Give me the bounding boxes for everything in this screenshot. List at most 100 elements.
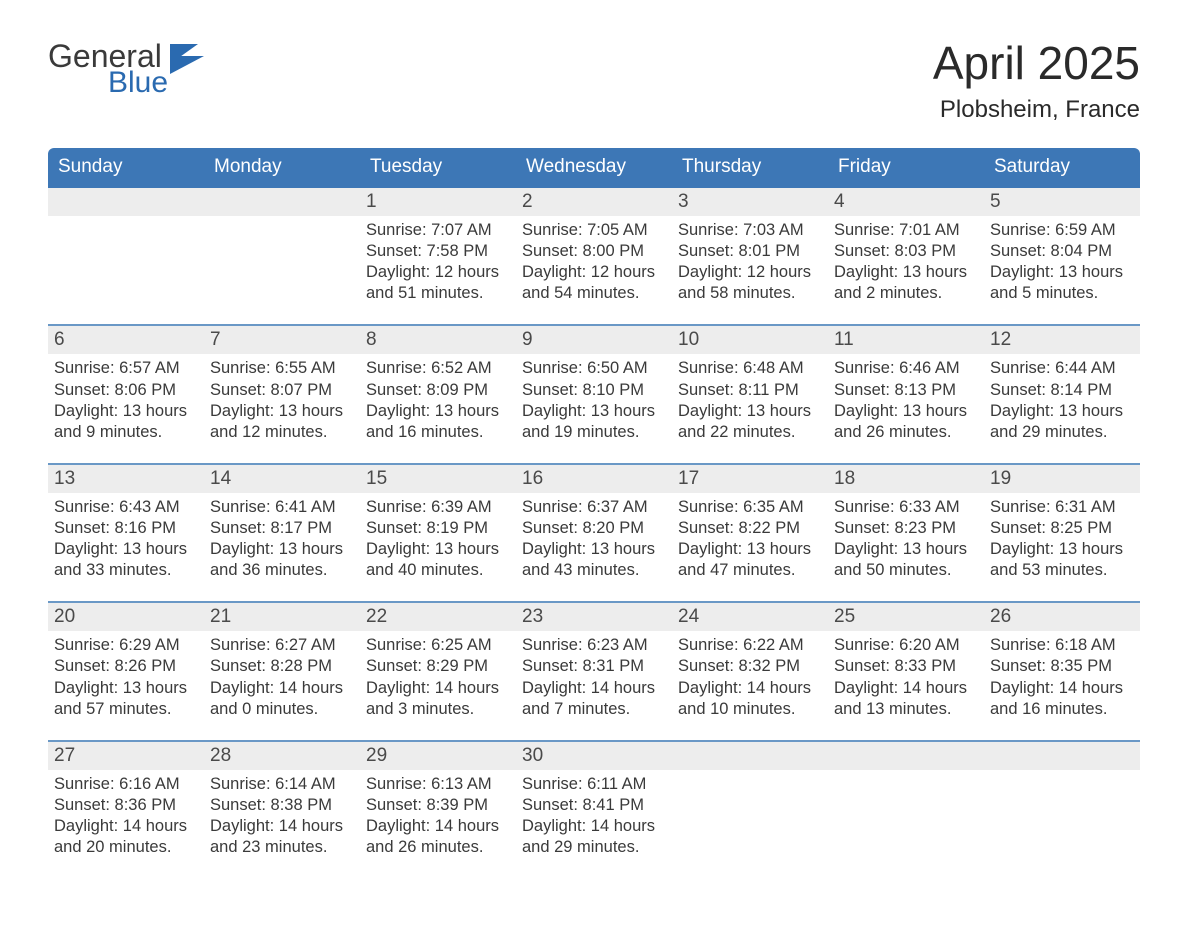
sunset-text: Sunset: 8:35 PM xyxy=(990,656,1134,677)
day-info: Sunrise: 7:03 AMSunset: 8:01 PMDaylight:… xyxy=(672,216,828,304)
day-info: Sunrise: 6:59 AMSunset: 8:04 PMDaylight:… xyxy=(984,216,1140,304)
day-cell: 16Sunrise: 6:37 AMSunset: 8:20 PMDayligh… xyxy=(516,465,672,601)
week-row: 6Sunrise: 6:57 AMSunset: 8:06 PMDaylight… xyxy=(48,324,1140,462)
daylight-text: Daylight: 13 hours and 26 minutes. xyxy=(834,401,978,443)
day-number: 12 xyxy=(984,326,1140,354)
day-number: 20 xyxy=(48,603,204,631)
sunrise-text: Sunrise: 6:18 AM xyxy=(990,635,1134,656)
daylight-text: Daylight: 14 hours and 20 minutes. xyxy=(54,816,198,858)
day-cell: 8Sunrise: 6:52 AMSunset: 8:09 PMDaylight… xyxy=(360,326,516,462)
month-title: April 2025 xyxy=(933,40,1140,86)
day-header-row: Sunday Monday Tuesday Wednesday Thursday… xyxy=(48,148,1140,188)
sunrise-text: Sunrise: 6:25 AM xyxy=(366,635,510,656)
day-cell: 26Sunrise: 6:18 AMSunset: 8:35 PMDayligh… xyxy=(984,603,1140,739)
sunset-text: Sunset: 8:29 PM xyxy=(366,656,510,677)
sunrise-text: Sunrise: 6:11 AM xyxy=(522,774,666,795)
day-cell: 6Sunrise: 6:57 AMSunset: 8:06 PMDaylight… xyxy=(48,326,204,462)
day-cell: 27Sunrise: 6:16 AMSunset: 8:36 PMDayligh… xyxy=(48,742,204,878)
day-info: Sunrise: 6:55 AMSunset: 8:07 PMDaylight:… xyxy=(204,354,360,442)
day-info: Sunrise: 6:16 AMSunset: 8:36 PMDaylight:… xyxy=(48,770,204,858)
sunrise-text: Sunrise: 7:07 AM xyxy=(366,220,510,241)
sunset-text: Sunset: 8:22 PM xyxy=(678,518,822,539)
day-cell: 30Sunrise: 6:11 AMSunset: 8:41 PMDayligh… xyxy=(516,742,672,878)
day-info: Sunrise: 6:52 AMSunset: 8:09 PMDaylight:… xyxy=(360,354,516,442)
sunset-text: Sunset: 8:14 PM xyxy=(990,380,1134,401)
sunset-text: Sunset: 8:41 PM xyxy=(522,795,666,816)
daylight-text: Daylight: 14 hours and 26 minutes. xyxy=(366,816,510,858)
sunrise-text: Sunrise: 6:27 AM xyxy=(210,635,354,656)
day-number xyxy=(828,742,984,770)
day-number: 24 xyxy=(672,603,828,631)
week-row: 13Sunrise: 6:43 AMSunset: 8:16 PMDayligh… xyxy=(48,463,1140,601)
location: Plobsheim, France xyxy=(933,96,1140,124)
daylight-text: Daylight: 14 hours and 7 minutes. xyxy=(522,678,666,720)
sunset-text: Sunset: 8:32 PM xyxy=(678,656,822,677)
day-cell: 2Sunrise: 7:05 AMSunset: 8:00 PMDaylight… xyxy=(516,188,672,324)
daylight-text: Daylight: 14 hours and 3 minutes. xyxy=(366,678,510,720)
daylight-text: Daylight: 14 hours and 13 minutes. xyxy=(834,678,978,720)
sunrise-text: Sunrise: 6:48 AM xyxy=(678,358,822,379)
daylight-text: Daylight: 12 hours and 54 minutes. xyxy=(522,262,666,304)
day-info: Sunrise: 7:07 AMSunset: 7:58 PMDaylight:… xyxy=(360,216,516,304)
sunset-text: Sunset: 8:09 PM xyxy=(366,380,510,401)
week-row: 20Sunrise: 6:29 AMSunset: 8:26 PMDayligh… xyxy=(48,601,1140,739)
sunset-text: Sunset: 8:28 PM xyxy=(210,656,354,677)
day-cell: 14Sunrise: 6:41 AMSunset: 8:17 PMDayligh… xyxy=(204,465,360,601)
header: General Blue April 2025 Plobsheim, Franc… xyxy=(48,40,1140,124)
day-header: Saturday xyxy=(984,148,1140,188)
day-cell: 22Sunrise: 6:25 AMSunset: 8:29 PMDayligh… xyxy=(360,603,516,739)
day-number: 23 xyxy=(516,603,672,631)
day-number: 27 xyxy=(48,742,204,770)
day-number: 13 xyxy=(48,465,204,493)
day-info: Sunrise: 6:35 AMSunset: 8:22 PMDaylight:… xyxy=(672,493,828,581)
day-cell xyxy=(48,188,204,324)
sunrise-text: Sunrise: 7:01 AM xyxy=(834,220,978,241)
day-cell: 1Sunrise: 7:07 AMSunset: 7:58 PMDaylight… xyxy=(360,188,516,324)
logo-text-bottom: Blue xyxy=(108,68,168,98)
sunset-text: Sunset: 8:01 PM xyxy=(678,241,822,262)
day-header: Tuesday xyxy=(360,148,516,188)
sunrise-text: Sunrise: 7:03 AM xyxy=(678,220,822,241)
daylight-text: Daylight: 13 hours and 50 minutes. xyxy=(834,539,978,581)
day-info: Sunrise: 6:22 AMSunset: 8:32 PMDaylight:… xyxy=(672,631,828,719)
day-cell: 3Sunrise: 7:03 AMSunset: 8:01 PMDaylight… xyxy=(672,188,828,324)
sunrise-text: Sunrise: 6:39 AM xyxy=(366,497,510,518)
sunrise-text: Sunrise: 6:50 AM xyxy=(522,358,666,379)
day-info: Sunrise: 6:48 AMSunset: 8:11 PMDaylight:… xyxy=(672,354,828,442)
sunrise-text: Sunrise: 6:33 AM xyxy=(834,497,978,518)
sunset-text: Sunset: 8:03 PM xyxy=(834,241,978,262)
day-number: 10 xyxy=(672,326,828,354)
sunrise-text: Sunrise: 6:23 AM xyxy=(522,635,666,656)
sunset-text: Sunset: 8:26 PM xyxy=(54,656,198,677)
day-cell: 17Sunrise: 6:35 AMSunset: 8:22 PMDayligh… xyxy=(672,465,828,601)
day-cell: 12Sunrise: 6:44 AMSunset: 8:14 PMDayligh… xyxy=(984,326,1140,462)
day-info: Sunrise: 6:29 AMSunset: 8:26 PMDaylight:… xyxy=(48,631,204,719)
day-number: 11 xyxy=(828,326,984,354)
day-number xyxy=(672,742,828,770)
day-number: 8 xyxy=(360,326,516,354)
day-cell: 7Sunrise: 6:55 AMSunset: 8:07 PMDaylight… xyxy=(204,326,360,462)
day-cell xyxy=(204,188,360,324)
daylight-text: Daylight: 14 hours and 0 minutes. xyxy=(210,678,354,720)
daylight-text: Daylight: 13 hours and 33 minutes. xyxy=(54,539,198,581)
day-header: Sunday xyxy=(48,148,204,188)
day-header: Thursday xyxy=(672,148,828,188)
day-info: Sunrise: 6:11 AMSunset: 8:41 PMDaylight:… xyxy=(516,770,672,858)
day-cell: 10Sunrise: 6:48 AMSunset: 8:11 PMDayligh… xyxy=(672,326,828,462)
day-info: Sunrise: 6:46 AMSunset: 8:13 PMDaylight:… xyxy=(828,354,984,442)
daylight-text: Daylight: 13 hours and 40 minutes. xyxy=(366,539,510,581)
daylight-text: Daylight: 13 hours and 16 minutes. xyxy=(366,401,510,443)
sunrise-text: Sunrise: 6:52 AM xyxy=(366,358,510,379)
day-number: 6 xyxy=(48,326,204,354)
daylight-text: Daylight: 12 hours and 51 minutes. xyxy=(366,262,510,304)
sunset-text: Sunset: 8:25 PM xyxy=(990,518,1134,539)
daylight-text: Daylight: 14 hours and 23 minutes. xyxy=(210,816,354,858)
title-block: April 2025 Plobsheim, France xyxy=(933,40,1140,124)
day-info: Sunrise: 6:23 AMSunset: 8:31 PMDaylight:… xyxy=(516,631,672,719)
sunset-text: Sunset: 8:39 PM xyxy=(366,795,510,816)
sunrise-text: Sunrise: 6:16 AM xyxy=(54,774,198,795)
day-cell: 29Sunrise: 6:13 AMSunset: 8:39 PMDayligh… xyxy=(360,742,516,878)
daylight-text: Daylight: 14 hours and 16 minutes. xyxy=(990,678,1134,720)
day-info: Sunrise: 6:39 AMSunset: 8:19 PMDaylight:… xyxy=(360,493,516,581)
day-cell: 25Sunrise: 6:20 AMSunset: 8:33 PMDayligh… xyxy=(828,603,984,739)
